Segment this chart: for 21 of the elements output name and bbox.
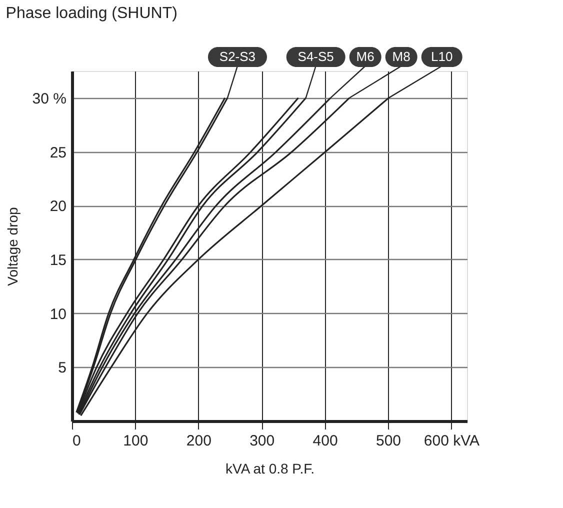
y-tick-label: 15 [50, 252, 66, 269]
text: M6 [356, 49, 374, 64]
x-tick-label: 200 [186, 432, 212, 450]
x-tick-label: 100 [123, 432, 148, 450]
text: M8 [392, 49, 410, 64]
y-axis-title: Voltage drop [4, 206, 20, 286]
chart-title: Phase loading (SHUNT) [6, 5, 178, 22]
x-tick-label: 500 [376, 432, 402, 450]
x-tick-label: 300 [250, 432, 275, 450]
text: S4-S5 [298, 49, 334, 64]
y-tick-label: 10 [50, 306, 66, 323]
y-tick-label: 20 [50, 198, 66, 216]
x-axis-title: kVA at 0.8 P.F. [226, 460, 314, 476]
y-tick-label: 25 [50, 144, 66, 162]
y-tick-label: 5 [58, 360, 66, 377]
x-tick-label: 600 kVA [424, 432, 480, 450]
x-tick-label: 400 [312, 432, 338, 450]
text: L10 [430, 49, 453, 64]
x-tick-label: 0 [72, 432, 81, 450]
text: S2-S3 [219, 49, 256, 64]
y-tick-label: 30 % [32, 90, 66, 108]
